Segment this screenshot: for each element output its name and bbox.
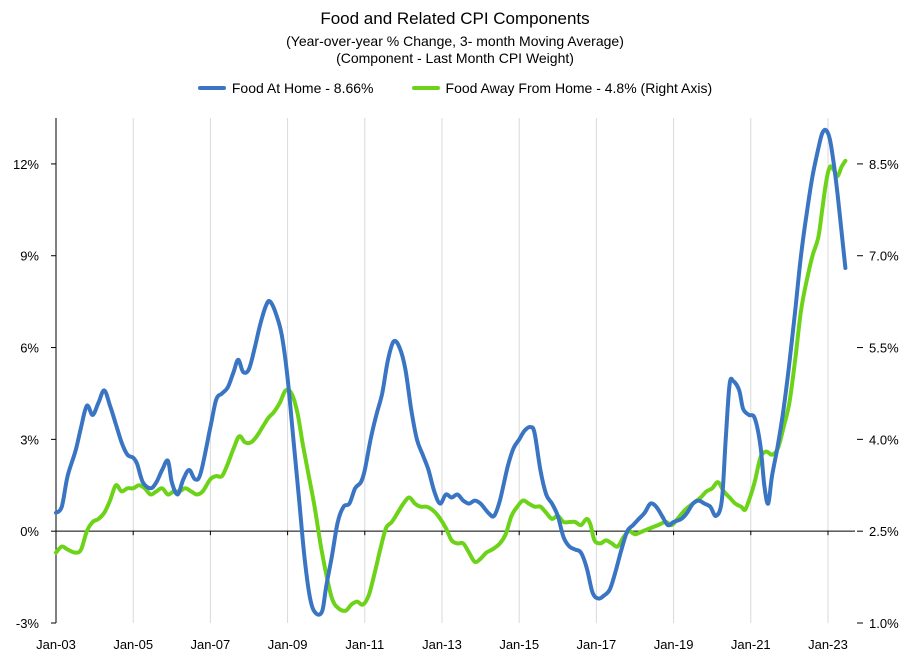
left-tick-label: -3% <box>16 616 40 631</box>
right-tick-label: 5.5% <box>869 341 899 356</box>
series-line-food-away-from-home <box>54 158 848 613</box>
legend-item-food-away: Food Away From Home - 4.8% (Right Axis) <box>411 80 713 96</box>
left-tick-label: 6% <box>20 341 39 356</box>
legend: Food At Home - 8.66% Food Away From Home… <box>0 80 910 96</box>
x-tick-label: Jan-09 <box>268 637 308 652</box>
x-tick-label: Jan-15 <box>499 637 539 652</box>
x-tick-label: Jan-19 <box>654 637 694 652</box>
right-tick-label: 7.0% <box>869 249 899 264</box>
x-tick-label: Jan-03 <box>36 637 76 652</box>
x-tick-label: Jan-21 <box>731 637 771 652</box>
chart-subtitle: (Year-over-year % Change, 3- month Movin… <box>286 33 624 49</box>
series-line-food-at-home <box>54 127 848 617</box>
right-tick-label: 1.0% <box>869 616 899 631</box>
left-tick-label: 3% <box>20 432 39 447</box>
x-tick-label: Jan-11 <box>345 637 384 652</box>
x-tick-label: Jan-07 <box>191 637 231 652</box>
chart-subtitle-2: (Component - Last Month CPI Weight) <box>336 50 574 66</box>
left-tick-label: 0% <box>20 524 39 539</box>
legend-swatch-food-at-home <box>197 86 226 90</box>
right-tick-label: 4.0% <box>869 432 899 447</box>
x-tick-label: Jan-23 <box>808 637 848 652</box>
x-tick-label: Jan-05 <box>113 637 153 652</box>
right-tick-label: 2.5% <box>869 524 899 539</box>
right-tick-label: 8.5% <box>869 157 899 172</box>
x-tick-label: Jan-17 <box>577 637 617 652</box>
legend-label-food-away: Food Away From Home - 4.8% (Right Axis) <box>445 80 713 96</box>
left-tick-label: 9% <box>20 249 39 264</box>
legend-item-food-at-home: Food At Home - 8.66% <box>197 80 374 96</box>
legend-label-food-at-home: Food At Home - 8.66% <box>231 80 374 96</box>
left-tick-label: 12% <box>13 157 39 172</box>
chart-title: Food and Related CPI Components <box>320 9 590 28</box>
x-tick-label: Jan-13 <box>422 637 462 652</box>
legend-swatch-food-away <box>411 86 440 90</box>
